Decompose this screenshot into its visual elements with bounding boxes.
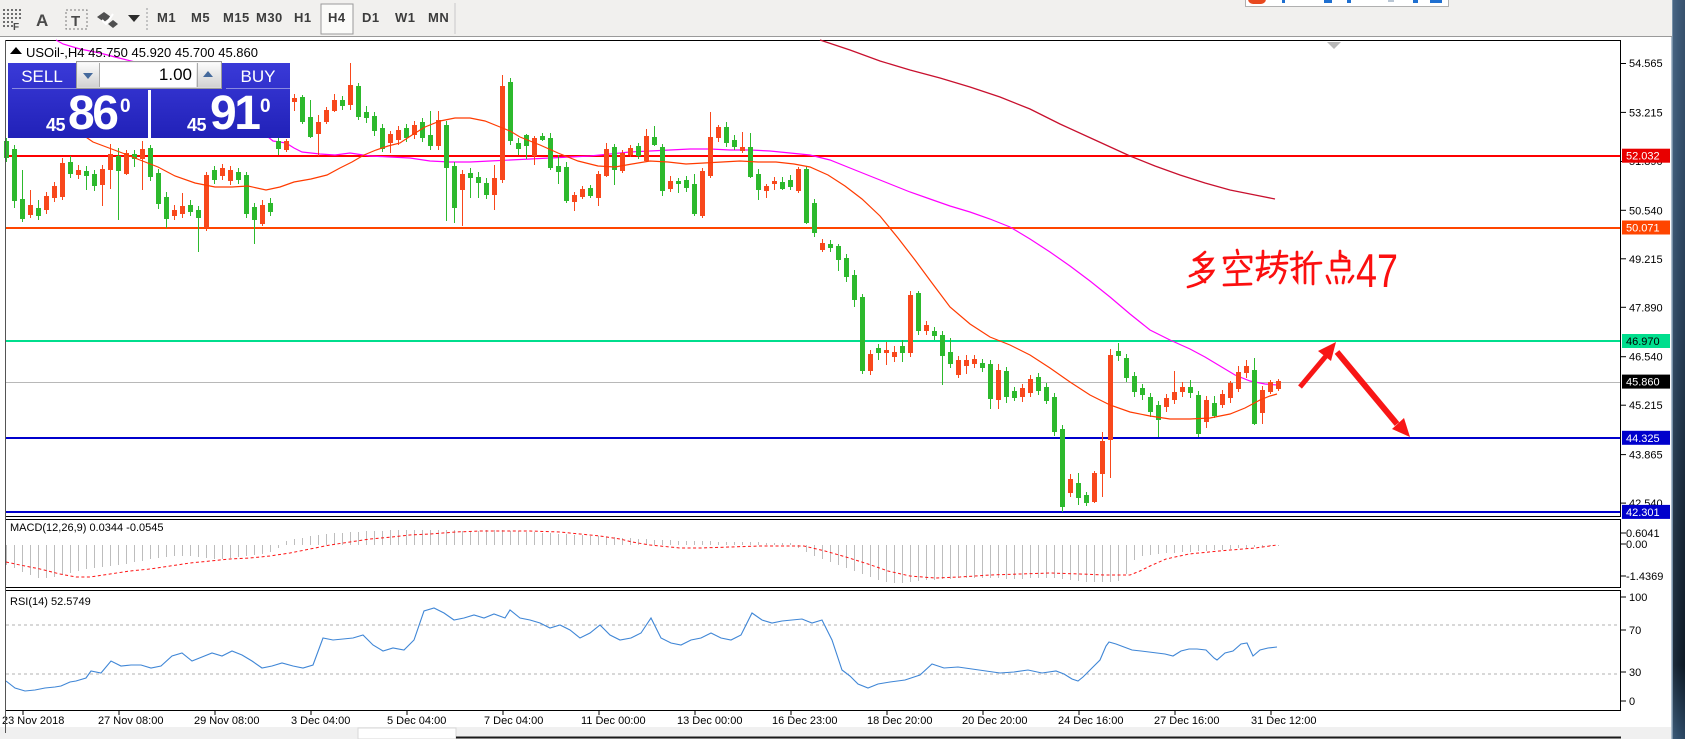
svg-text:18 Dec 20:00: 18 Dec 20:00	[867, 715, 932, 727]
svg-text:11 Dec 00:00: 11 Dec 00:00	[581, 715, 646, 727]
svg-text:54.565: 54.565	[1629, 58, 1663, 70]
svg-text:-1.4369: -1.4369	[1626, 571, 1663, 583]
svg-text:3 Dec 04:00: 3 Dec 04:00	[291, 715, 350, 727]
svg-text:T: T	[71, 13, 80, 30]
svg-text:A: A	[36, 11, 48, 30]
svg-text:24 Dec 16:00: 24 Dec 16:00	[1058, 715, 1123, 727]
svg-text:0.00: 0.00	[1626, 539, 1647, 551]
svg-text:49.215: 49.215	[1629, 254, 1663, 266]
svg-text:52.032: 52.032	[1626, 151, 1660, 163]
svg-text:20 Dec 20:00: 20 Dec 20:00	[962, 715, 1027, 727]
svg-text:7 Dec 04:00: 7 Dec 04:00	[484, 715, 543, 727]
svg-text:0.6041: 0.6041	[1626, 528, 1660, 540]
svg-text:16 Dec 23:00: 16 Dec 23:00	[772, 715, 837, 727]
svg-text:0: 0	[1629, 696, 1635, 708]
svg-text:53.215: 53.215	[1629, 107, 1663, 119]
svg-text:F: F	[13, 22, 19, 33]
svg-text:45.860: 45.860	[1626, 377, 1660, 389]
svg-text:27 Nov 08:00: 27 Nov 08:00	[98, 715, 163, 727]
svg-text:70: 70	[1629, 625, 1641, 637]
svg-text:23 Nov 2018: 23 Nov 2018	[2, 715, 64, 727]
svg-text:46.540: 46.540	[1629, 352, 1663, 364]
svg-text:29 Nov 08:00: 29 Nov 08:00	[194, 715, 259, 727]
svg-text:RSI(14) 52.5749: RSI(14) 52.5749	[10, 596, 91, 608]
svg-text:47: 47	[1356, 244, 1398, 297]
svg-text:31 Dec 12:00: 31 Dec 12:00	[1251, 715, 1316, 727]
svg-text:44.325: 44.325	[1626, 433, 1660, 445]
svg-text:27 Dec 16:00: 27 Dec 16:00	[1154, 715, 1219, 727]
svg-text:30: 30	[1629, 667, 1641, 679]
svg-text:46.970: 46.970	[1626, 336, 1660, 348]
svg-text:100: 100	[1629, 592, 1647, 604]
svg-text:5 Dec 04:00: 5 Dec 04:00	[387, 715, 446, 727]
svg-text:43.865: 43.865	[1629, 450, 1663, 462]
svg-text:50.071: 50.071	[1626, 223, 1660, 235]
svg-text:USOil-,H4 45.750 45.920 45.70: USOil-,H4 45.750 45.920 45.700 45.860	[26, 45, 258, 60]
svg-text:42.301: 42.301	[1626, 507, 1660, 519]
svg-text:47.890: 47.890	[1629, 302, 1663, 314]
svg-text:45.215: 45.215	[1629, 400, 1663, 412]
svg-text:50.540: 50.540	[1629, 205, 1663, 217]
svg-text:MACD(12,26,9) 0.0344 -0.0545: MACD(12,26,9) 0.0344 -0.0545	[10, 522, 163, 534]
svg-text:13 Dec 00:00: 13 Dec 00:00	[677, 715, 742, 727]
